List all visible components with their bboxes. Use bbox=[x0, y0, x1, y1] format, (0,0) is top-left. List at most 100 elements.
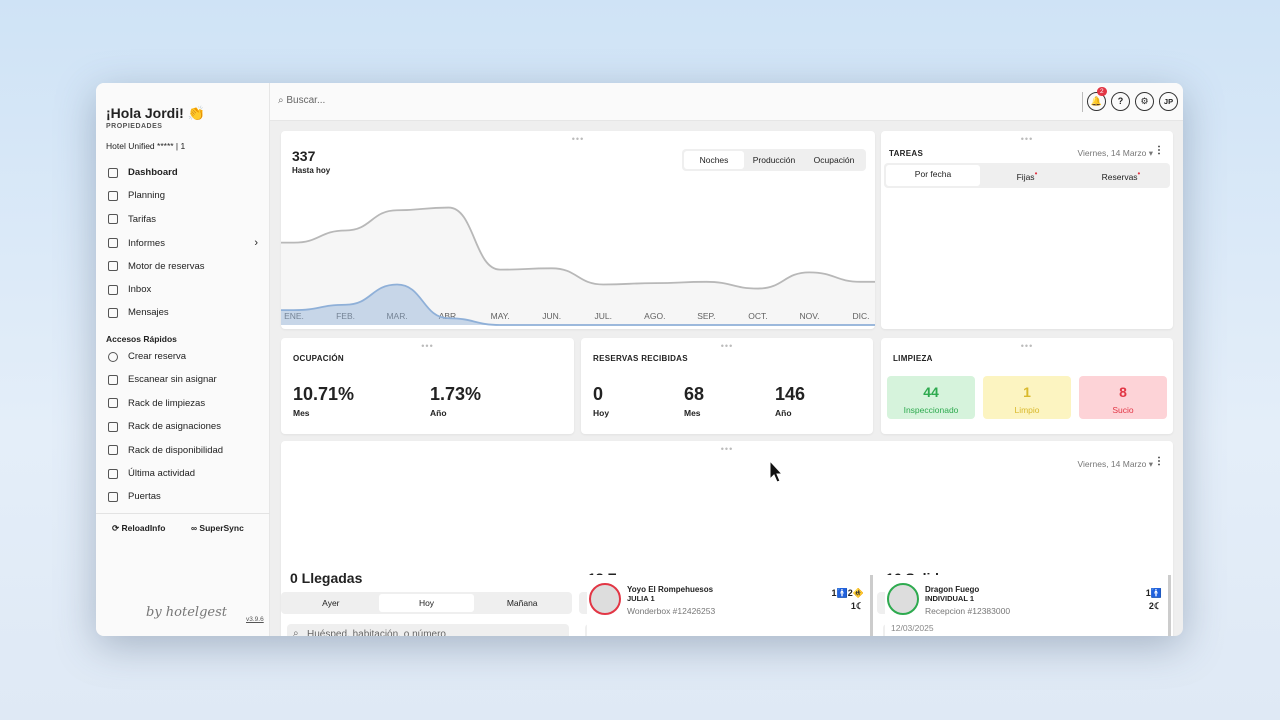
menu[interactable]: ⋮ bbox=[1154, 145, 1164, 156]
quick-item[interactable]: Escanear sin asignar bbox=[108, 374, 217, 385]
quick-item[interactable]: Puertas bbox=[108, 491, 161, 502]
quick-icon bbox=[108, 374, 118, 385]
children: 2 bbox=[847, 588, 853, 598]
quick-label: Puertas bbox=[128, 491, 161, 503]
quick-item[interactable]: Rack de asignaciones bbox=[108, 421, 221, 432]
nav-label: Informes bbox=[128, 237, 165, 249]
tab[interactable]: Ocupación bbox=[813, 155, 855, 165]
x-tick-label: JUL. bbox=[595, 311, 612, 321]
nav-item[interactable]: Dashboard bbox=[108, 167, 258, 178]
tab[interactable]: Producción bbox=[752, 155, 796, 165]
nav-item[interactable]: Inbox bbox=[108, 284, 258, 295]
stat-label: Mes bbox=[293, 408, 310, 418]
cursor bbox=[769, 460, 784, 483]
drag-handle: ••• bbox=[571, 134, 585, 144]
guest-card[interactable]: Dragon Fuego INDIVIDUAL 1 Recepcion #12383… bbox=[885, 575, 1171, 636]
stat-label: Inspeccionado bbox=[903, 405, 959, 415]
production-card: ••• 337 Hasta hoy Noches Producción Ocupac… bbox=[281, 131, 875, 329]
nav-item[interactable]: Mensajes bbox=[108, 307, 258, 318]
stat-value: 10.71% bbox=[293, 384, 355, 404]
x-tick-label: AGO. bbox=[644, 311, 665, 321]
guest-room: INDIVIDUAL 1 bbox=[925, 594, 975, 603]
help[interactable]: ? bbox=[1111, 92, 1130, 111]
quick-item[interactable]: Rack de limpiezas bbox=[108, 398, 205, 409]
quick-icon bbox=[108, 445, 118, 456]
nights-row: 2☾ bbox=[1148, 601, 1162, 611]
series-line bbox=[281, 283, 875, 326]
tab[interactable]: Hoy bbox=[378, 594, 475, 612]
occupancy-row: 1🚹2🚸 bbox=[831, 588, 864, 598]
nav-item[interactable]: Planning bbox=[108, 190, 258, 201]
total: 337 bbox=[292, 148, 316, 164]
quick-item[interactable]: Última actividad bbox=[108, 468, 195, 479]
reloadinfo[interactable]: ⟳ ReloadInfo bbox=[112, 523, 166, 533]
stat-value: 1 bbox=[1023, 384, 1031, 400]
tab[interactable]: Ayer bbox=[322, 598, 340, 608]
reloadinfo-label: ReloadInfo bbox=[121, 523, 166, 533]
stat-value: 44 bbox=[923, 384, 939, 400]
chevron: › bbox=[254, 237, 258, 250]
tasks-date[interactable]: Viernes, 14 Marzo ▾ bbox=[1077, 148, 1153, 158]
x-tick-label: NOV. bbox=[799, 311, 819, 321]
avatar[interactable]: JP bbox=[1159, 92, 1178, 111]
area-fill bbox=[281, 207, 875, 325]
tab[interactable]: Reservas• bbox=[1101, 169, 1141, 182]
guest-source: Recepcion #12383000 bbox=[925, 606, 1011, 616]
hotel[interactable]: Hotel Unified ***** | 1 bbox=[106, 141, 186, 151]
nav-item[interactable]: Motor de reservas bbox=[108, 261, 258, 272]
quick-item[interactable]: Crear reserva bbox=[108, 351, 186, 362]
guest-avatar bbox=[589, 583, 621, 615]
quick-label: Rack de limpiezas bbox=[128, 397, 206, 409]
tab[interactable]: Por fecha bbox=[886, 165, 980, 186]
nav-item[interactable]: Informes › bbox=[108, 237, 258, 249]
quick-label: Rack de asignaciones bbox=[128, 421, 221, 433]
drag-handle: ••• bbox=[1020, 134, 1034, 144]
nights: 1 bbox=[850, 601, 856, 611]
nav-icon bbox=[108, 284, 118, 295]
tab[interactable]: Noches bbox=[684, 151, 744, 169]
stat-label: Hoy bbox=[593, 408, 610, 418]
supersync[interactable]: ∞ SuperSync bbox=[191, 523, 244, 533]
topbar: ⌕ Buscar... 🔔 2 ? ⚙ JP bbox=[270, 83, 1183, 121]
search-placeholder: Huésped, habitación, o número bbox=[307, 629, 446, 636]
area-fill bbox=[281, 284, 875, 325]
stat-value: 68 bbox=[684, 384, 705, 404]
notifications[interactable]: 🔔 2 bbox=[1087, 87, 1107, 111]
quick-icon bbox=[108, 468, 118, 479]
bookings-title: RESERVAS RECIBIDAS bbox=[593, 354, 688, 363]
quick-item[interactable]: Rack de disponibilidad bbox=[108, 445, 223, 456]
menu[interactable]: ⋮ bbox=[1154, 456, 1164, 467]
x-tick-label: OCT. bbox=[748, 311, 767, 321]
x-tick-label: FEB. bbox=[336, 311, 355, 321]
stat-label: Limpio bbox=[1014, 405, 1040, 415]
movements-date[interactable]: Viernes, 14 Marzo ▾ bbox=[1077, 459, 1153, 469]
drag-handle: ••• bbox=[720, 444, 734, 454]
tab[interactable]: Fijas• bbox=[1016, 169, 1038, 182]
guest-search[interactable]: ⌕ Huésped, habitación, o número bbox=[287, 624, 569, 636]
guest-card[interactable]: Yoyo El Rompehuesos JULIA 1 Wonderbox #124… bbox=[587, 575, 873, 636]
adults: 1 bbox=[831, 588, 837, 598]
cleaning-stat[interactable]: 1 Limpio bbox=[983, 376, 1071, 419]
nights-row: 1☾ bbox=[850, 601, 864, 611]
cleaning-card: ••• LIMPIEZA 44 Inspeccionado 1 Limpio 8 Suci… bbox=[881, 338, 1173, 434]
cleaning-stat[interactable]: 44 Inspeccionado bbox=[887, 376, 975, 419]
nights: 2 bbox=[1148, 601, 1154, 611]
cleaning-stat[interactable]: 8 Sucio bbox=[1079, 376, 1167, 419]
x-tick-label: MAY. bbox=[491, 311, 510, 321]
nav-icon bbox=[108, 167, 118, 178]
nav-item[interactable]: Tarifas bbox=[108, 214, 258, 225]
subtitle: PROPIEDADES bbox=[106, 123, 163, 130]
settings[interactable]: ⚙ bbox=[1135, 92, 1154, 111]
tab[interactable]: Mañana bbox=[506, 598, 538, 608]
date-label: Viernes, 14 Marzo bbox=[1077, 148, 1147, 158]
quick-title: Accesos Rápidos bbox=[106, 334, 177, 344]
quick-icon bbox=[108, 491, 118, 502]
tasks-tabs: Por fecha Fijas• Reservas• bbox=[884, 163, 1170, 188]
search[interactable]: ⌕ Buscar... bbox=[278, 95, 326, 106]
production-tabs: Noches Producción Ocupación bbox=[682, 149, 866, 171]
drag-handle: ••• bbox=[1020, 341, 1034, 351]
nav-label: Motor de reservas bbox=[128, 260, 205, 272]
guest-occupancy: 1🚹2🚸 1☾ bbox=[832, 587, 864, 613]
